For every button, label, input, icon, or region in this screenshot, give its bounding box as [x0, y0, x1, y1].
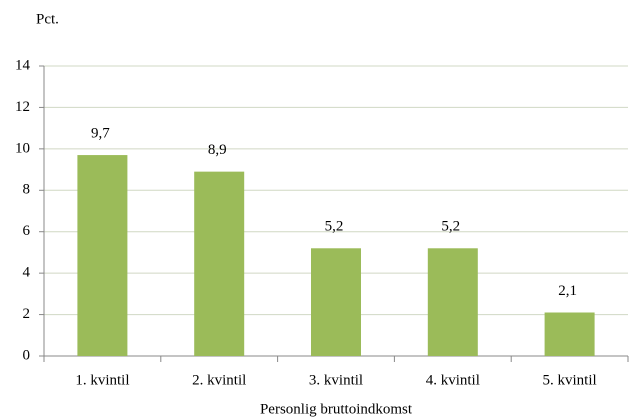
x-axis-label: Personlig bruttoindkomst [260, 401, 413, 417]
y-tick-label: 2 [23, 306, 31, 322]
y-axis-label: Pct. [36, 11, 59, 27]
value-label: 5,2 [441, 219, 460, 235]
bar [194, 171, 245, 356]
x-tick-label: 3. kvintil [309, 372, 363, 388]
x-tick-label: 5. kvintil [543, 372, 597, 388]
bar [311, 248, 361, 356]
bar [544, 312, 595, 356]
value-label: 2,1 [558, 283, 577, 299]
bar [77, 155, 128, 356]
x-tick-label: 4. kvintil [426, 372, 480, 388]
value-label: 5,2 [325, 219, 344, 235]
y-tick-label: 14 [15, 57, 31, 73]
x-tick-label: 2. kvintil [192, 372, 246, 388]
x-tick-label: 1. kvintil [75, 372, 129, 388]
y-tick-label: 0 [23, 347, 31, 363]
y-tick-label: 12 [15, 99, 30, 115]
value-label: 8,9 [208, 142, 227, 158]
value-label: 9,7 [91, 126, 110, 142]
y-tick-label: 6 [23, 223, 31, 239]
y-tick-label: 8 [23, 182, 31, 198]
y-tick-label: 4 [23, 265, 31, 281]
bar [427, 248, 478, 356]
y-tick-label: 10 [15, 140, 30, 156]
